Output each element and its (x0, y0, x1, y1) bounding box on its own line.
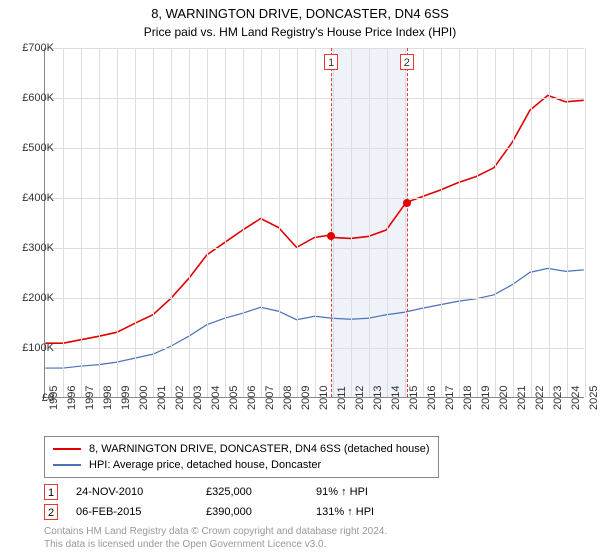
x-tick-label: 2016 (426, 386, 438, 410)
x-tick-label: 2021 (516, 386, 528, 410)
x-tick-label: 2008 (282, 386, 294, 410)
legend-label: 8, WARNINGTON DRIVE, DONCASTER, DN4 6SS … (89, 443, 430, 455)
x-tick-label: 2003 (192, 386, 204, 410)
chart-container: 8, WARNINGTON DRIVE, DONCASTER, DN4 6SS … (0, 0, 600, 560)
gridline-v (315, 48, 316, 397)
gridline-v (477, 48, 478, 397)
gridline-v (549, 48, 550, 397)
x-tick-label: 2001 (156, 386, 168, 410)
sale-dot (403, 199, 411, 207)
gridline-v (99, 48, 100, 397)
sale-pct: 131% ↑ HPI (316, 506, 416, 518)
x-tick-label: 2014 (390, 386, 402, 410)
sale-pct: 91% ↑ HPI (316, 486, 416, 498)
gridline-v (585, 48, 586, 397)
x-tick-label: 2017 (444, 386, 456, 410)
footer-line1: Contains HM Land Registry data © Crown c… (44, 526, 387, 539)
sale-date: 06-FEB-2015 (76, 506, 206, 518)
gridline-v (459, 48, 460, 397)
sale-marker: 1 (324, 54, 338, 70)
y-tick-label: £0 (4, 392, 54, 404)
x-tick-label: 2012 (354, 386, 366, 410)
x-tick-label: 2011 (336, 386, 348, 410)
gridline-v (369, 48, 370, 397)
x-tick-label: 1996 (66, 386, 78, 410)
gridline-v (333, 48, 334, 397)
sale-line (407, 48, 408, 397)
gridline-v (189, 48, 190, 397)
x-tick-label: 2002 (174, 386, 186, 410)
gridline-v (117, 48, 118, 397)
gridline-v (387, 48, 388, 397)
gridline-v (81, 48, 82, 397)
x-tick-label: 2006 (246, 386, 258, 410)
x-tick-label: 1998 (102, 386, 114, 410)
legend-row: HPI: Average price, detached house, Donc… (53, 457, 430, 473)
legend-row: 8, WARNINGTON DRIVE, DONCASTER, DN4 6SS … (53, 441, 430, 457)
x-tick-label: 2005 (228, 386, 240, 410)
x-tick-label: 2015 (408, 386, 420, 410)
y-tick-label: £500K (4, 142, 54, 154)
x-tick-label: 2007 (264, 386, 276, 410)
sale-marker: 2 (400, 54, 414, 70)
sale-row: 1 24-NOV-2010£325,00091% ↑ HPI (44, 482, 416, 502)
gridline-v (513, 48, 514, 397)
legend-swatch (53, 448, 81, 450)
y-tick-label: £100K (4, 342, 54, 354)
x-tick-label: 2025 (588, 386, 600, 410)
x-tick-label: 1995 (48, 386, 60, 410)
gridline-v (171, 48, 172, 397)
sale-num-box: 1 (44, 484, 58, 500)
gridline-v (261, 48, 262, 397)
sale-price: £325,000 (206, 486, 316, 498)
gridline-v (297, 48, 298, 397)
sale-row: 2 06-FEB-2015£390,000131% ↑ HPI (44, 502, 416, 522)
sale-line (331, 48, 332, 397)
x-tick-label: 2020 (498, 386, 510, 410)
y-tick-label: £200K (4, 292, 54, 304)
chart-title: 8, WARNINGTON DRIVE, DONCASTER, DN4 6SS (0, 0, 600, 23)
plot-area: 12 (44, 48, 584, 398)
gridline-v (495, 48, 496, 397)
sales-table: 1 24-NOV-2010£325,00091% ↑ HPI 2 06-FEB-201… (44, 482, 416, 522)
sale-price: £390,000 (206, 506, 316, 518)
x-tick-label: 2019 (480, 386, 492, 410)
y-tick-label: £600K (4, 92, 54, 104)
gridline-v (441, 48, 442, 397)
gridline-v (279, 48, 280, 397)
x-tick-label: 1997 (84, 386, 96, 410)
x-tick-label: 2009 (300, 386, 312, 410)
gridline-v (153, 48, 154, 397)
x-tick-label: 2010 (318, 386, 330, 410)
gridline-v (567, 48, 568, 397)
legend-swatch (53, 464, 81, 466)
legend-label: HPI: Average price, detached house, Donc… (89, 459, 321, 471)
sale-date: 24-NOV-2010 (76, 486, 206, 498)
footer-attribution: Contains HM Land Registry data © Crown c… (44, 526, 387, 551)
x-tick-label: 2004 (210, 386, 222, 410)
gridline-v (63, 48, 64, 397)
legend: 8, WARNINGTON DRIVE, DONCASTER, DN4 6SS … (44, 436, 439, 478)
gridline-v (243, 48, 244, 397)
y-tick-label: £700K (4, 42, 54, 54)
gridline-v (531, 48, 532, 397)
y-tick-label: £400K (4, 192, 54, 204)
x-tick-label: 2023 (552, 386, 564, 410)
x-tick-label: 2024 (570, 386, 582, 410)
chart-subtitle: Price paid vs. HM Land Registry's House … (0, 23, 600, 39)
footer-line2: This data is licensed under the Open Gov… (44, 539, 387, 552)
gridline-v (423, 48, 424, 397)
x-tick-label: 2013 (372, 386, 384, 410)
x-tick-label: 2022 (534, 386, 546, 410)
gridline-v (207, 48, 208, 397)
x-tick-label: 2018 (462, 386, 474, 410)
y-tick-label: £300K (4, 242, 54, 254)
x-tick-label: 2000 (138, 386, 150, 410)
sale-num-box: 2 (44, 504, 58, 520)
gridline-v (225, 48, 226, 397)
gridline-v (351, 48, 352, 397)
gridline-v (135, 48, 136, 397)
sale-dot (327, 232, 335, 240)
x-tick-label: 1999 (120, 386, 132, 410)
